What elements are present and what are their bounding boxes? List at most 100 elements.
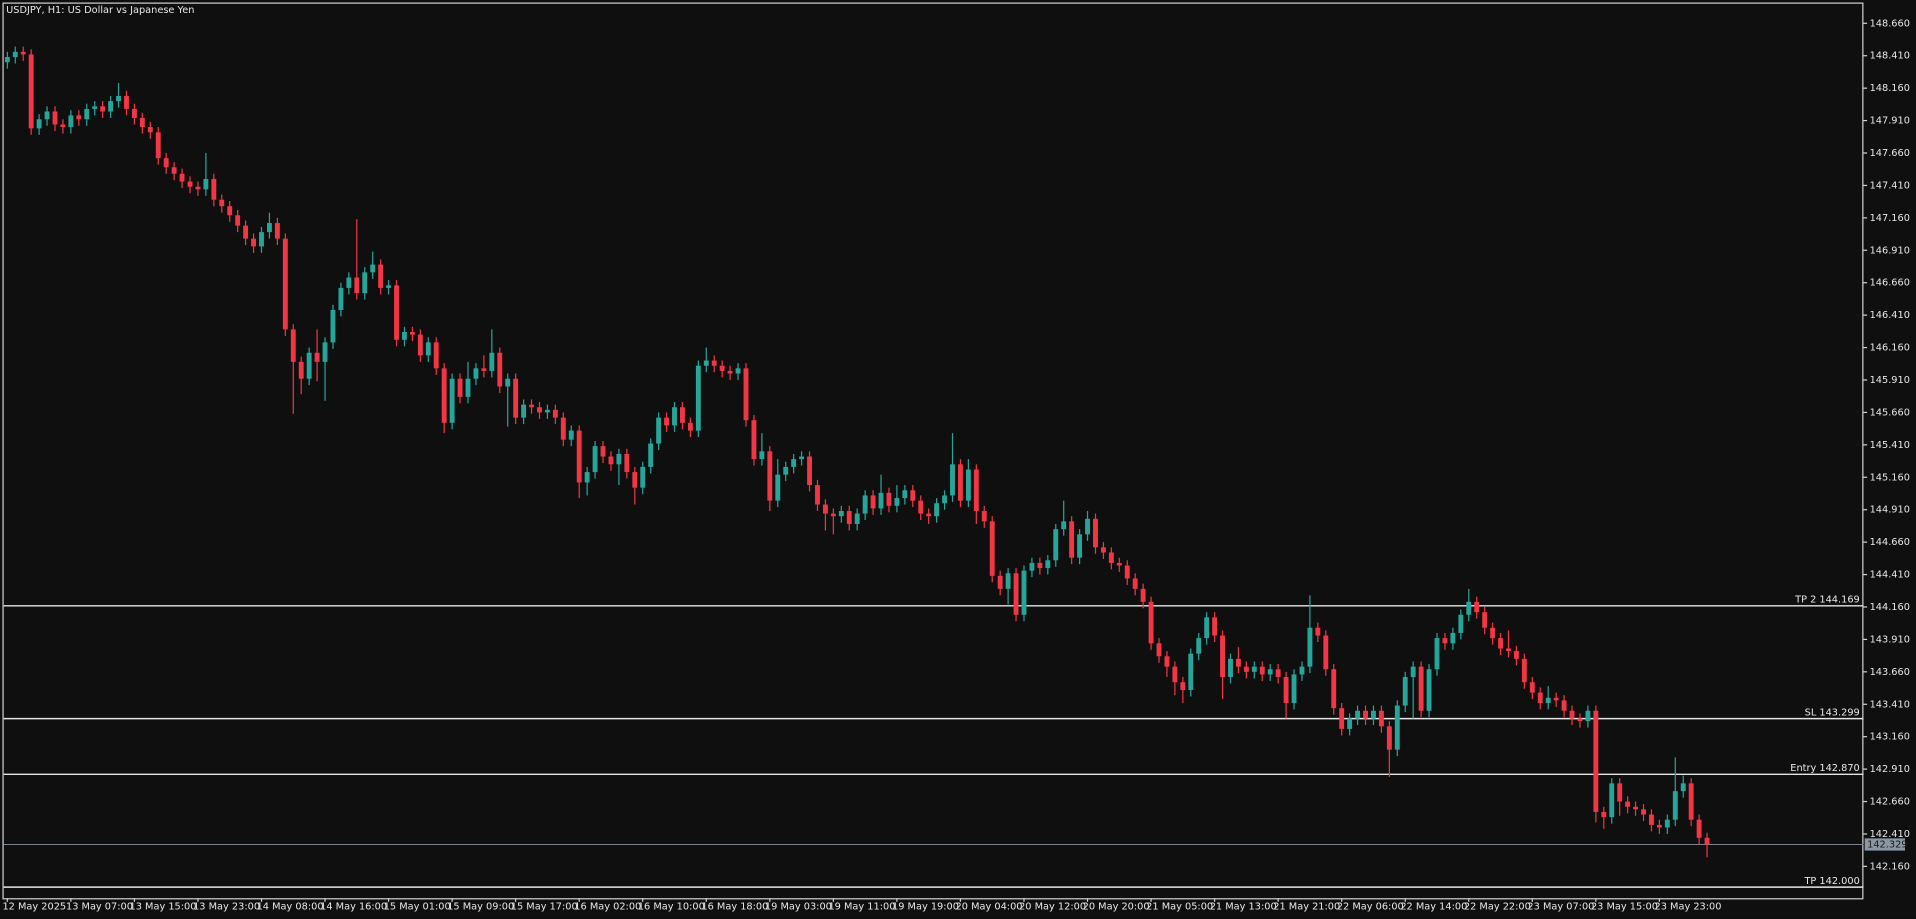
candle-body [394,285,399,340]
candle-body [981,511,987,522]
candle-body [799,456,805,460]
candle-body [1704,837,1710,845]
candle-body [1315,627,1321,636]
candle-body [108,101,114,112]
candle-body [1077,534,1083,558]
candle-body [1490,627,1496,639]
candle-body [124,95,129,109]
x-tick-label: 22 May 22:00 [1464,902,1531,913]
candle-body [672,407,677,426]
candle-body [751,420,757,460]
candle-body [1307,627,1313,667]
candle-body [1545,697,1551,703]
candle-body [830,513,836,517]
candle-body [243,225,249,239]
candle-body [60,124,66,128]
x-tick-label: 16 May 18:00 [701,902,768,913]
candle-body [767,451,773,501]
candle-body [1299,666,1305,675]
candle-body [521,404,527,418]
y-tick-label: 144.910 [1870,505,1910,516]
candle-body [687,422,693,431]
candle-body [1506,648,1511,652]
candle-body [402,332,407,340]
candle-body [417,334,423,356]
candle-body [1339,708,1345,729]
candle-body [211,178,217,200]
candle-body [902,490,908,499]
candle-body [1093,518,1098,548]
candle-body [886,492,892,506]
candle-body [1458,614,1464,633]
candle-body [1426,669,1432,711]
candle-body [719,365,725,371]
candle-body [4,57,10,63]
y-tick-label: 143.410 [1870,699,1910,710]
candle-body [1212,617,1218,636]
x-tick-label: 19 May 03:00 [765,902,832,913]
candle-body [822,504,828,514]
x-tick-label: 22 May 14:00 [1400,902,1467,913]
candle-body [1688,783,1694,820]
candle-body [1045,560,1051,569]
candle-body [632,472,638,488]
candle-body [1601,811,1607,818]
candle-body [1156,643,1162,657]
candle-body [489,352,495,371]
candle-body [179,173,185,182]
candle-body [862,495,868,514]
candle-body [1204,617,1210,639]
y-tick-label: 146.410 [1870,310,1910,321]
candle-body [1577,718,1583,722]
x-tick-label: 16 May 10:00 [638,902,705,913]
candle-body [576,430,582,483]
candle-body [1355,710,1361,719]
candle-body [1649,814,1654,825]
candle-body [703,360,709,366]
y-tick-label: 144.160 [1870,602,1910,613]
candle-body [1053,529,1059,561]
y-tick-label: 143.160 [1870,732,1910,743]
candle-body [1513,651,1519,659]
candle-body [664,417,670,426]
candle-body [1196,638,1202,654]
candle-body [1529,682,1535,693]
candle-body [640,466,646,488]
candle-body [1172,666,1178,683]
candle-body [1323,635,1329,670]
candle-body [608,456,614,465]
y-tick-label: 145.910 [1870,375,1910,386]
candle-body [934,503,940,517]
candle-body [171,167,177,174]
x-tick-label: 15 May 09:00 [447,902,514,913]
candle-body [1617,783,1623,802]
candle-body [203,178,209,190]
candle-body [965,469,971,501]
candle-body [775,474,781,501]
candle-body [1418,666,1424,711]
candle-body [1466,601,1472,615]
x-tick-label: 13 May 23:00 [193,902,260,913]
candle-body [1442,638,1448,644]
x-tick-label: 22 May 06:00 [1337,902,1404,913]
candle-body [1474,601,1480,613]
candle-body [1124,565,1130,579]
candle-body [266,223,272,233]
y-tick-label: 146.160 [1870,343,1910,354]
candle-body [656,417,662,444]
candle-body [378,264,384,288]
chart-title: USDJPY, H1: US Dollar vs Japanese Yen [6,5,194,16]
candle-body [1148,601,1154,644]
plot-frame [2,2,1864,900]
candle-body [1371,710,1376,719]
x-tick-label: 14 May 08:00 [257,902,324,913]
candle-body [1061,521,1067,530]
candle-body [12,51,18,58]
candle-body [1656,824,1662,828]
candle-body [346,277,352,288]
candle-body [314,352,320,362]
candle-body [1275,669,1281,678]
candle-body [807,456,812,486]
candle-body [513,378,519,418]
candle-body [1100,547,1106,553]
